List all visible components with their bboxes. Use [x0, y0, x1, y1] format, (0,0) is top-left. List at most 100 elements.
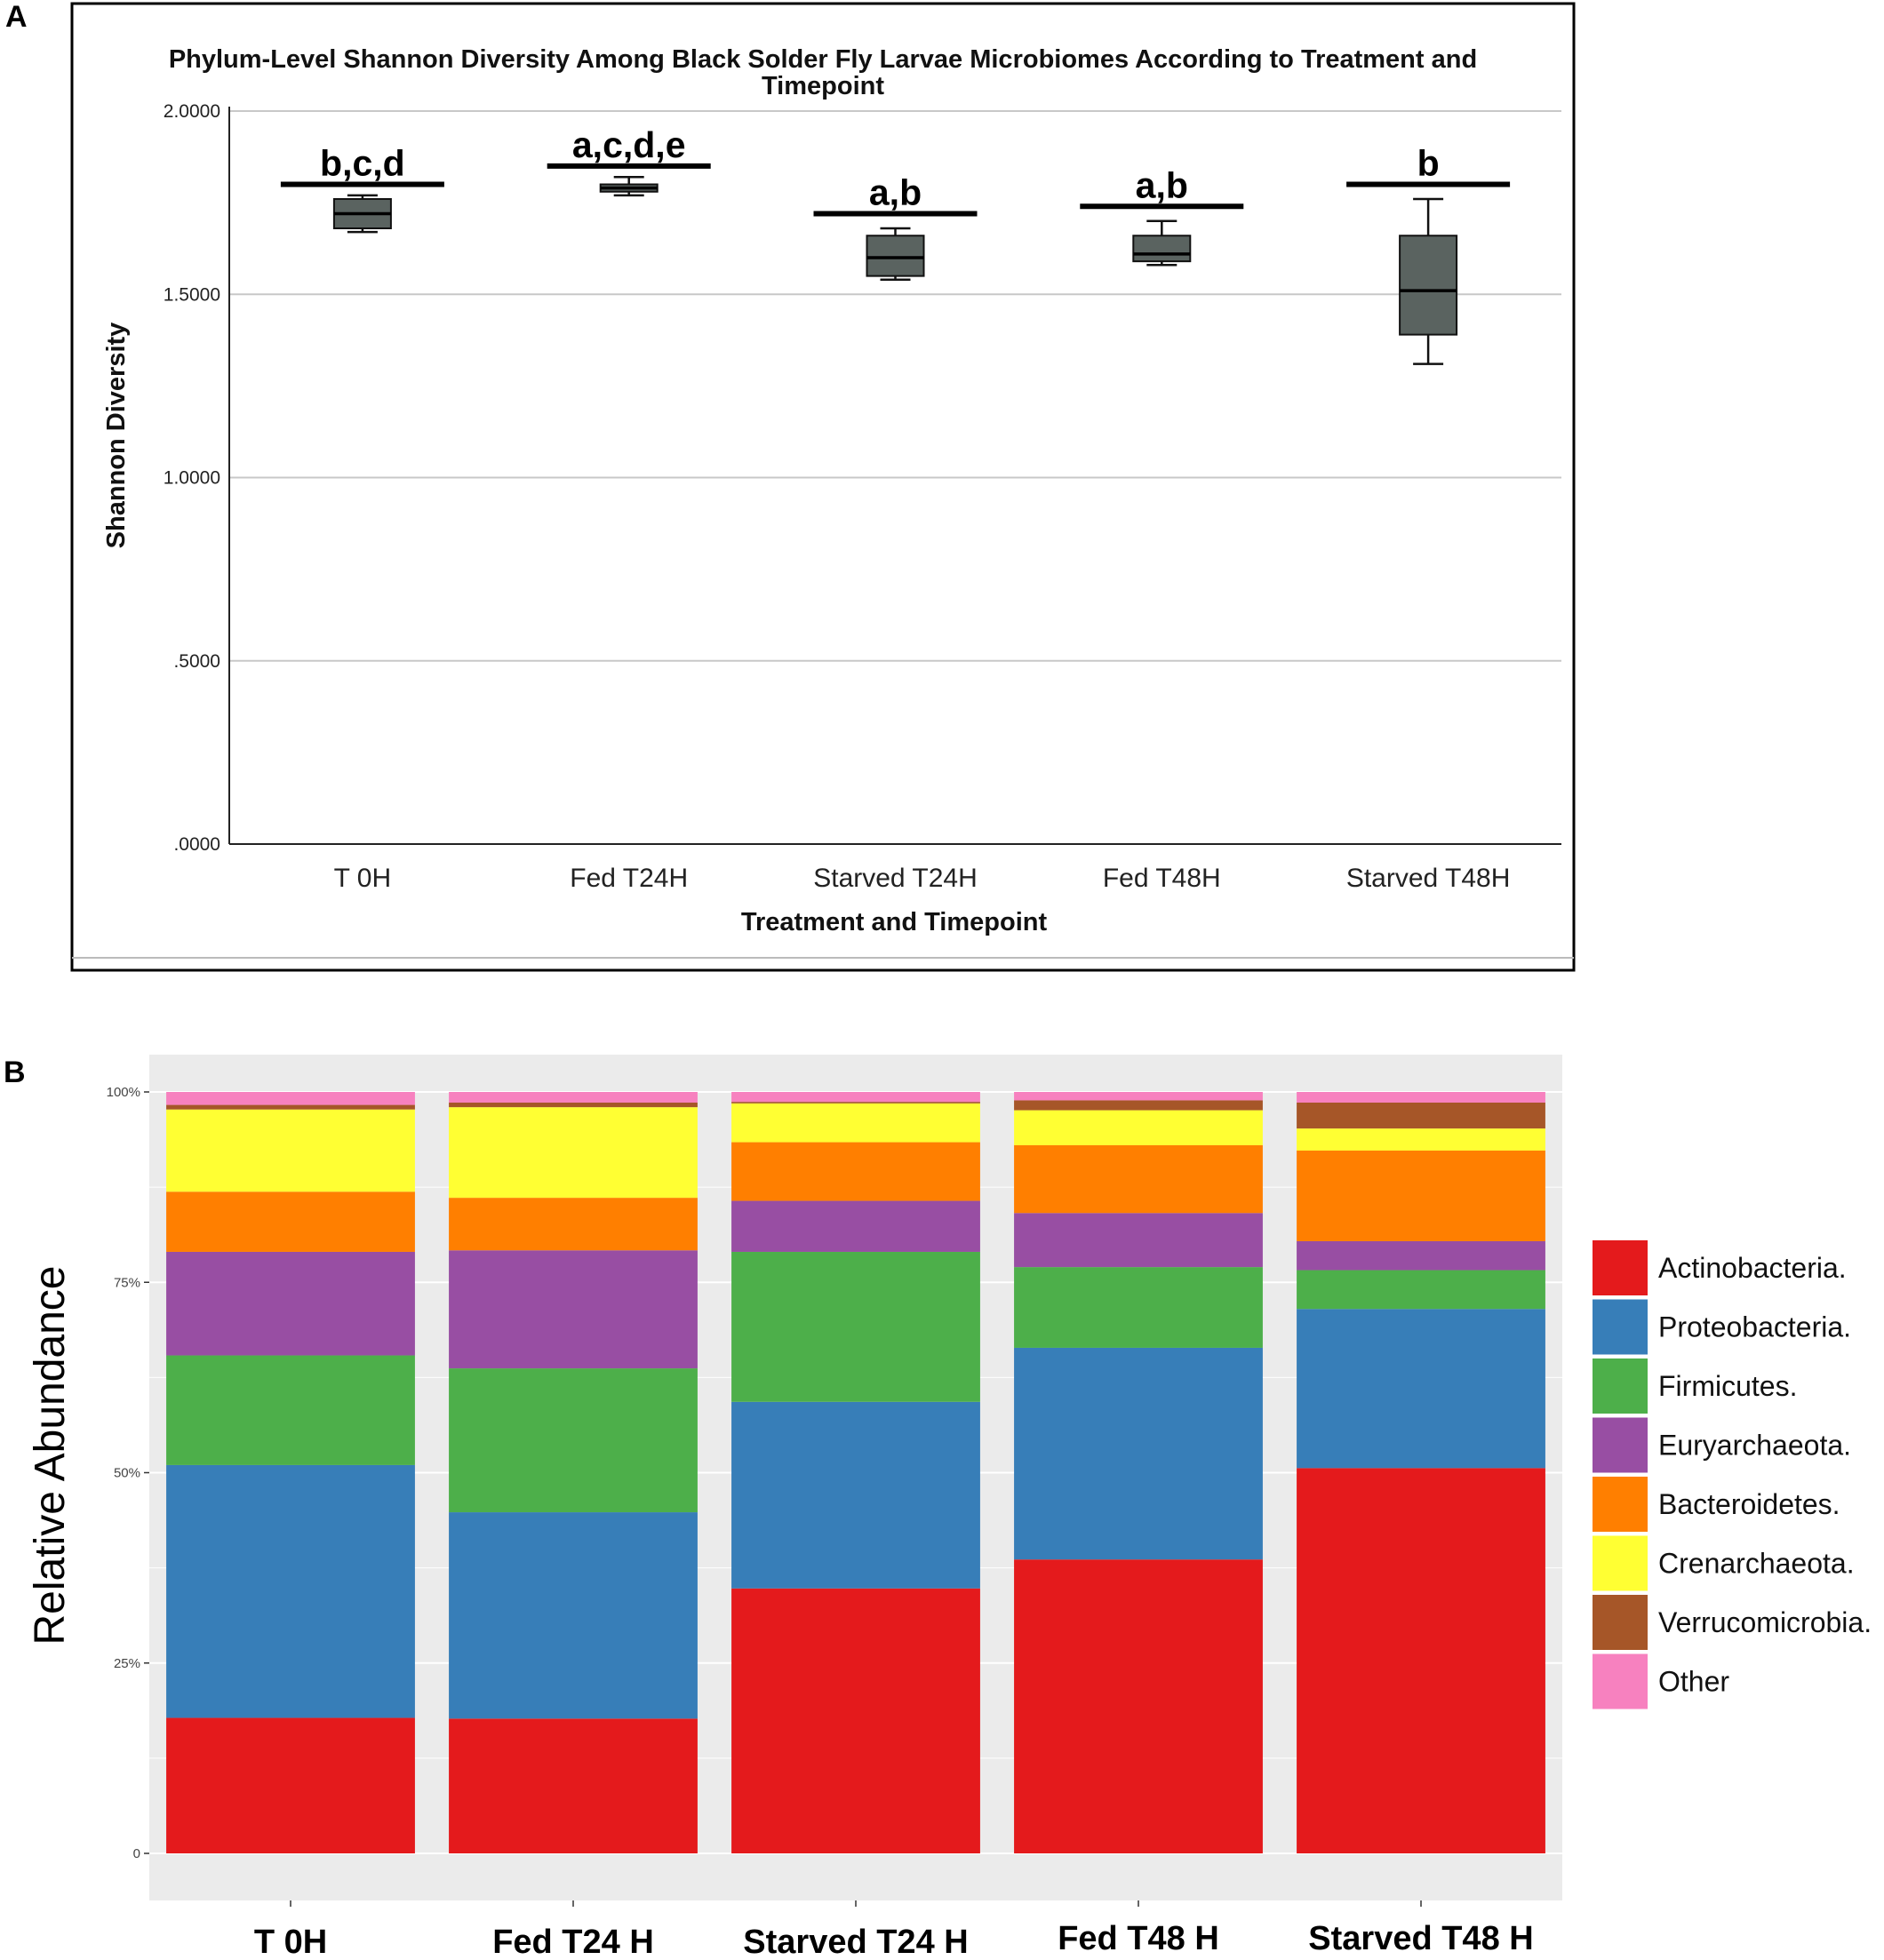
- panel-letter-b: B: [4, 1056, 26, 1089]
- chart-b-bar-segment: [166, 1109, 415, 1192]
- chart-b-xtick-label: Fed T48 H: [1058, 1920, 1219, 1957]
- chart-a-xlabel: Treatment and Timepoint: [741, 908, 1048, 936]
- chart-b-bar-segment: [449, 1512, 698, 1719]
- chart-b-stacked-bar-4: [1014, 1092, 1263, 1853]
- chart-b-stacked-bar-3: [731, 1092, 980, 1853]
- chart-b-legend-swatch: [1593, 1535, 1648, 1591]
- chart-b-legend-label: Proteobacteria.: [1658, 1311, 1851, 1343]
- chart-b-ytick-label: 75%: [114, 1275, 140, 1290]
- chart-b-bar-segment: [166, 1717, 415, 1853]
- chart-b-xtick-label: Fed T24 H: [492, 1924, 654, 1960]
- panel-a-frame: [70, 2, 1576, 972]
- chart-b-bar-segment: [166, 1355, 415, 1465]
- chart-a-title-line1: Phylum-Level Shannon Diversity Among Bla…: [169, 45, 1477, 74]
- chart-a-ytick-label: 2.0000: [164, 101, 220, 122]
- chart-b-bar-segment: [449, 1107, 698, 1199]
- chart-b-stacked-bar-5: [1297, 1092, 1545, 1853]
- chart-b-ytick-label: 0: [133, 1846, 140, 1861]
- chart-b-legend-swatch: [1593, 1653, 1648, 1709]
- chart-b-bar-segment: [166, 1104, 415, 1110]
- chart-b-legend-label: Crenarchaeota.: [1658, 1548, 1855, 1580]
- chart-b-legend-label: Other: [1658, 1666, 1729, 1698]
- chart-b-bar-segment: [731, 1401, 980, 1589]
- chart-b-bar-segment: [1297, 1270, 1545, 1310]
- chart-a-significance-label: a,b: [1136, 164, 1188, 205]
- chart-b-bar-segment: [449, 1198, 698, 1251]
- chart-b-legend-swatch: [1593, 1417, 1648, 1473]
- chart-b-bar-segment: [1297, 1092, 1545, 1103]
- chart-a-box-iqr: [1132, 235, 1192, 263]
- chart-b-bar-segment: [449, 1092, 698, 1103]
- chart-b-bar-segment: [449, 1368, 698, 1513]
- chart-b-ylabel: Relative Abundance: [27, 1266, 74, 1645]
- chart-b-bar-segment: [1014, 1110, 1263, 1145]
- chart-b-bar-segment: [731, 1092, 980, 1103]
- chart-b-legend-swatch: [1593, 1358, 1648, 1414]
- chart-b-bar-segment: [1014, 1144, 1263, 1214]
- panel-letter-a: A: [5, 0, 28, 34]
- chart-a-box-4: [1132, 219, 1192, 267]
- chart-b-ytick-label: 50%: [114, 1466, 140, 1481]
- chart-b-bar-segment: [1297, 1240, 1545, 1271]
- chart-b-legend-swatch: [1593, 1240, 1648, 1295]
- chart-a-box-2: [599, 176, 659, 197]
- chart-b-bar-segment: [1014, 1347, 1263, 1560]
- chart-a-significance-label: b,c,d: [320, 143, 405, 184]
- chart-b-bar-segment: [1297, 1128, 1545, 1151]
- chart-a-xtick-label: Fed T48H: [1103, 864, 1221, 893]
- chart-a-ytick-label: 1.5000: [164, 284, 220, 305]
- chart-b-bar-segment: [1297, 1309, 1545, 1469]
- chart-a-xtick-label: Starved T48H: [1346, 864, 1511, 893]
- chart-b-legend-label: Actinobacteria.: [1658, 1252, 1847, 1284]
- chart-b-bar-segment: [731, 1103, 980, 1143]
- chart-a-box-5: [1399, 197, 1458, 365]
- chart-a-box-iqr: [866, 235, 925, 277]
- chart-b-xtick-label: Starved T24 H: [743, 1924, 968, 1960]
- chart-b-legend-label: Euryarchaeota.: [1658, 1430, 1851, 1462]
- chart-b-legend-label: Verrucomicrobia.: [1658, 1606, 1872, 1638]
- chart-b-xtick-label: Starved T48 H: [1308, 1920, 1533, 1957]
- chart-b-bar-segment: [1014, 1100, 1263, 1111]
- chart-b-legend-label: Bacteroidetes.: [1658, 1488, 1840, 1520]
- chart-a-ytick-label: 1.0000: [164, 468, 220, 489]
- chart-a-title-line2: Timepoint: [762, 72, 884, 100]
- chart-b-bar-segment: [449, 1250, 698, 1369]
- chart-b-legend-swatch: [1593, 1477, 1648, 1532]
- chart-a-significance-label: a,b: [869, 172, 922, 213]
- chart-b-bar-segment: [166, 1191, 415, 1252]
- chart-b-legend-swatch: [1593, 1299, 1648, 1355]
- chart-b-bar-segment: [1297, 1102, 1545, 1129]
- chart-b-bar-segment: [1297, 1150, 1545, 1241]
- chart-b-bar-segment: [1014, 1092, 1263, 1101]
- chart-b-bar-segment: [731, 1251, 980, 1402]
- chart-b-bar-segment: [1014, 1559, 1263, 1853]
- chart-b-bar-segment: [449, 1718, 698, 1853]
- chart-a-xtick-label: T 0H: [334, 864, 391, 893]
- chart-b-bar-segment: [1014, 1213, 1263, 1268]
- chart-a-significance-label: b: [1417, 143, 1440, 184]
- chart-b-stacked-bar-1: [166, 1092, 415, 1853]
- chart-b-ytick-label: 100%: [107, 1085, 140, 1100]
- chart-a-ytick-label: .0000: [173, 834, 220, 855]
- chart-a-box-iqr: [1399, 235, 1458, 336]
- chart-a-ylabel: Shannon Diversity: [102, 323, 131, 549]
- chart-b-bar-segment: [166, 1092, 415, 1105]
- chart-a-box-3: [866, 227, 925, 281]
- chart-a-significance-label: a,c,d,e: [572, 124, 686, 165]
- chart-b-bar-segment: [731, 1588, 980, 1853]
- chart-b-legend-label: Firmicutes.: [1658, 1370, 1797, 1402]
- chart-b-bar-segment: [731, 1142, 980, 1201]
- chart-b-legend-swatch: [1593, 1595, 1648, 1650]
- chart-a-box-1: [332, 194, 392, 234]
- chart-b-ytick-label: 25%: [114, 1656, 140, 1671]
- chart-b-stacked-bar-2: [449, 1092, 698, 1853]
- chart-b-bar-segment: [731, 1102, 980, 1103]
- chart-a-xtick-label: Starved T24H: [813, 864, 978, 893]
- chart-b-xtick-label: T 0H: [254, 1924, 327, 1960]
- chart-b-bar-segment: [1297, 1468, 1545, 1853]
- chart-b-bar-segment: [166, 1464, 415, 1718]
- chart-a-xtick-label: Fed T24H: [570, 864, 688, 893]
- chart-b-bar-segment: [166, 1251, 415, 1356]
- chart-b-bar-segment: [1014, 1267, 1263, 1348]
